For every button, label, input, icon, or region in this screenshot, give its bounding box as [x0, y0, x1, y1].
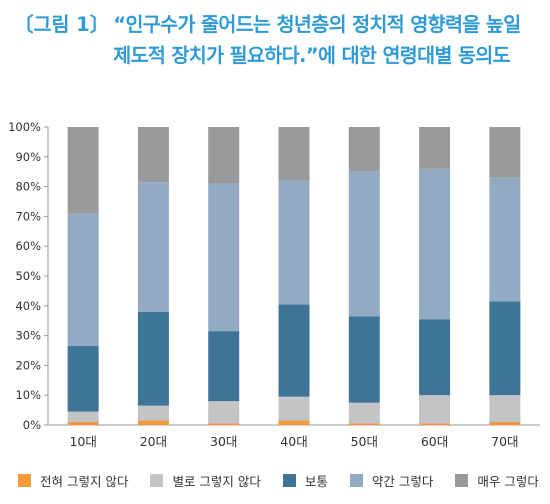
- bar-segment: [278, 180, 310, 305]
- bar-segment: [419, 395, 451, 424]
- legend-item: 별로 그렇지 않다: [150, 471, 261, 490]
- bar-segment: [67, 346, 99, 412]
- bar-segment: [348, 423, 380, 425]
- bar-segment: [278, 396, 310, 421]
- bar-segment: [419, 168, 451, 320]
- bar-segment: [137, 311, 169, 406]
- bar-segment: [348, 171, 380, 317]
- x-category-label: 70대: [491, 434, 518, 449]
- bar-segment: [67, 422, 99, 425]
- bar-segment: [278, 127, 310, 181]
- y-tick-label: 40%: [15, 299, 41, 313]
- bar-segment: [208, 127, 240, 184]
- legend-label: 보통: [304, 474, 328, 489]
- y-tick-label: 100%: [8, 120, 41, 134]
- x-category-label: 20대: [140, 434, 167, 449]
- bar-segment: [137, 405, 169, 421]
- legend-swatch: [282, 474, 296, 487]
- legend-item: 매우 그렇다: [455, 471, 539, 490]
- legend-swatch: [455, 474, 469, 487]
- chart-legend: 전혀 그렇지 않다 별로 그렇지 않다 보통 약간 그렇다 매우 그렇다: [18, 471, 539, 490]
- bar-segment: [419, 127, 451, 169]
- y-tick-label: 50%: [15, 269, 41, 283]
- y-tick-label: 10%: [15, 388, 41, 402]
- bar-segment: [278, 304, 310, 397]
- chart-title: “인구수가 줄어드는 청년층의 정치적 영향력을 높일 제도적 장치가 필요하다…: [113, 13, 521, 67]
- bar-segment: [137, 420, 169, 425]
- legend-swatch: [18, 474, 31, 487]
- bar-segment: [67, 213, 99, 347]
- bar-segment: [67, 127, 99, 214]
- figure-title-block: 〔그림 1〕 “인구수가 줄어드는 청년층의 정치적 영향력을 높일 제도적 장…: [14, 10, 544, 71]
- legend-swatch: [349, 474, 363, 487]
- bar-segment: [348, 316, 380, 403]
- bar-segment: [348, 127, 380, 172]
- legend-label: 전혀 그렇지 않다: [40, 474, 129, 489]
- bar-segment: [208, 401, 240, 424]
- y-tick-label: 20%: [15, 358, 41, 372]
- y-tick-label: 30%: [15, 329, 41, 343]
- bar-segment: [278, 420, 310, 425]
- bar-segment: [137, 182, 169, 312]
- legend-item: 약간 그렇다: [349, 471, 434, 490]
- y-tick-label: 0%: [23, 418, 41, 432]
- x-category-label: 30대: [210, 434, 237, 449]
- bar-segment: [348, 402, 380, 424]
- legend-label: 약간 그렇다: [371, 474, 434, 489]
- x-category-label: 50대: [351, 434, 378, 449]
- x-category-label: 40대: [280, 434, 307, 449]
- bar-segment: [67, 411, 99, 423]
- figure-label: 〔그림 1〕: [14, 13, 110, 36]
- legend-item: 보통: [282, 471, 328, 490]
- bar-segment: [208, 331, 240, 402]
- bar-segment: [208, 183, 240, 332]
- legend-item: 전혀 그렇지 않다: [18, 471, 128, 490]
- x-category-label: 10대: [69, 434, 96, 449]
- y-tick-label: 70%: [15, 209, 41, 223]
- stacked-bar-chart: 0% 10% 20% 30% 40% 50% 60% 70% 80% 90% 100% 10대 20대 3…: [8, 120, 540, 449]
- bar-segment: [419, 319, 451, 396]
- x-category-label: 60대: [421, 434, 448, 449]
- y-tick-label: 90%: [15, 150, 41, 164]
- bar-segment: [489, 127, 521, 178]
- bar-segment: [489, 395, 521, 423]
- bar-segment: [208, 423, 240, 425]
- legend-label: 별로 그렇지 않다: [172, 474, 261, 489]
- bar-segment: [419, 423, 451, 425]
- y-tick-label: 80%: [15, 180, 41, 194]
- legend-label: 매우 그렇다: [477, 474, 539, 489]
- bar-segment: [137, 127, 169, 183]
- bar-segment: [489, 422, 521, 425]
- legend-swatch: [150, 474, 164, 487]
- bar-segment: [489, 301, 521, 396]
- bar-segment: [489, 177, 521, 302]
- y-tick-label: 60%: [15, 239, 41, 253]
